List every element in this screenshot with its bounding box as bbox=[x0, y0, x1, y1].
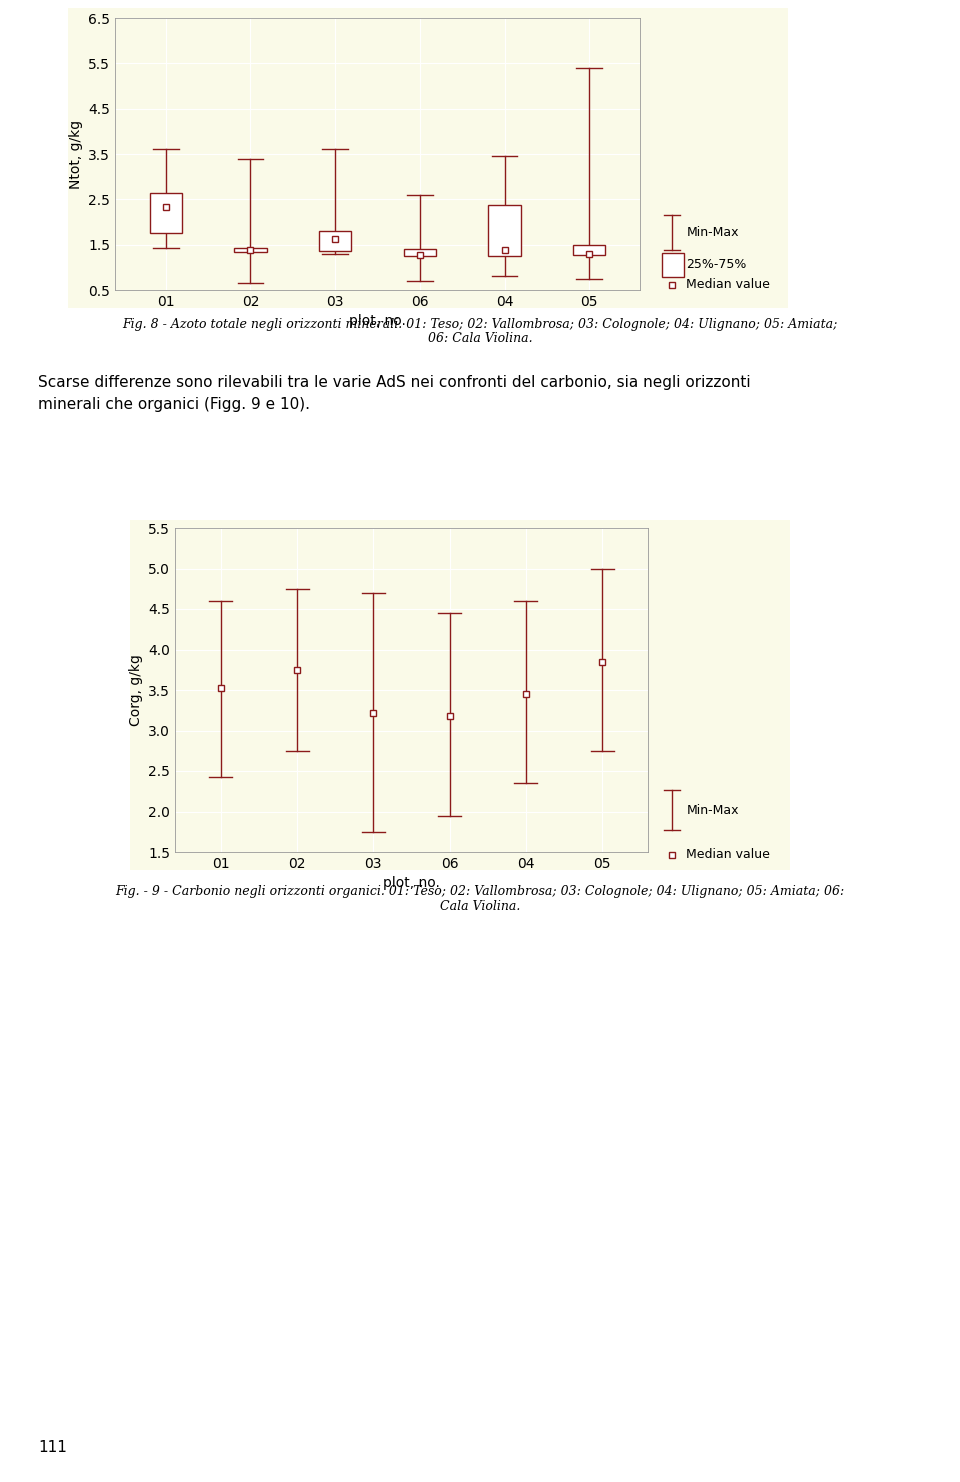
Text: minerali che organici (Figg. 9 e 10).: minerali che organici (Figg. 9 e 10). bbox=[38, 397, 310, 412]
Y-axis label: Ntot, g/kg: Ntot, g/kg bbox=[68, 120, 83, 188]
Text: Median value: Median value bbox=[686, 279, 770, 292]
Text: Cala Violina.: Cala Violina. bbox=[440, 900, 520, 913]
X-axis label: plot, no.: plot, no. bbox=[349, 314, 406, 329]
Text: 06: Cala Violina.: 06: Cala Violina. bbox=[428, 332, 532, 345]
Text: Fig. - 9 - Carbonio negli orizzonti organici. 01: Teso; 02: Vallombrosa; 03: Col: Fig. - 9 - Carbonio negli orizzonti orga… bbox=[115, 885, 845, 898]
Bar bbox=[234, 249, 267, 252]
Text: Min-Max: Min-Max bbox=[686, 803, 739, 817]
Bar bbox=[319, 231, 351, 252]
Text: Scarse differenze sono rilevabili tra le varie AdS nei confronti del carbonio, s: Scarse differenze sono rilevabili tra le… bbox=[38, 375, 751, 390]
Text: 111: 111 bbox=[38, 1441, 67, 1455]
Y-axis label: Corg, g/kg: Corg, g/kg bbox=[129, 654, 143, 726]
Bar bbox=[404, 249, 436, 256]
Bar bbox=[489, 205, 520, 256]
Bar bbox=[150, 193, 181, 233]
X-axis label: plot, no.: plot, no. bbox=[383, 876, 440, 891]
Text: 25%-75%: 25%-75% bbox=[686, 258, 747, 271]
Text: Fig. 8 - Azoto totale negli orizzonti minerali. 01: Teso; 02: Vallombrosa; 03: C: Fig. 8 - Azoto totale negli orizzonti mi… bbox=[122, 319, 838, 330]
Bar bbox=[573, 245, 606, 255]
Text: Median value: Median value bbox=[686, 849, 770, 861]
Text: Min-Max: Min-Max bbox=[686, 225, 739, 239]
